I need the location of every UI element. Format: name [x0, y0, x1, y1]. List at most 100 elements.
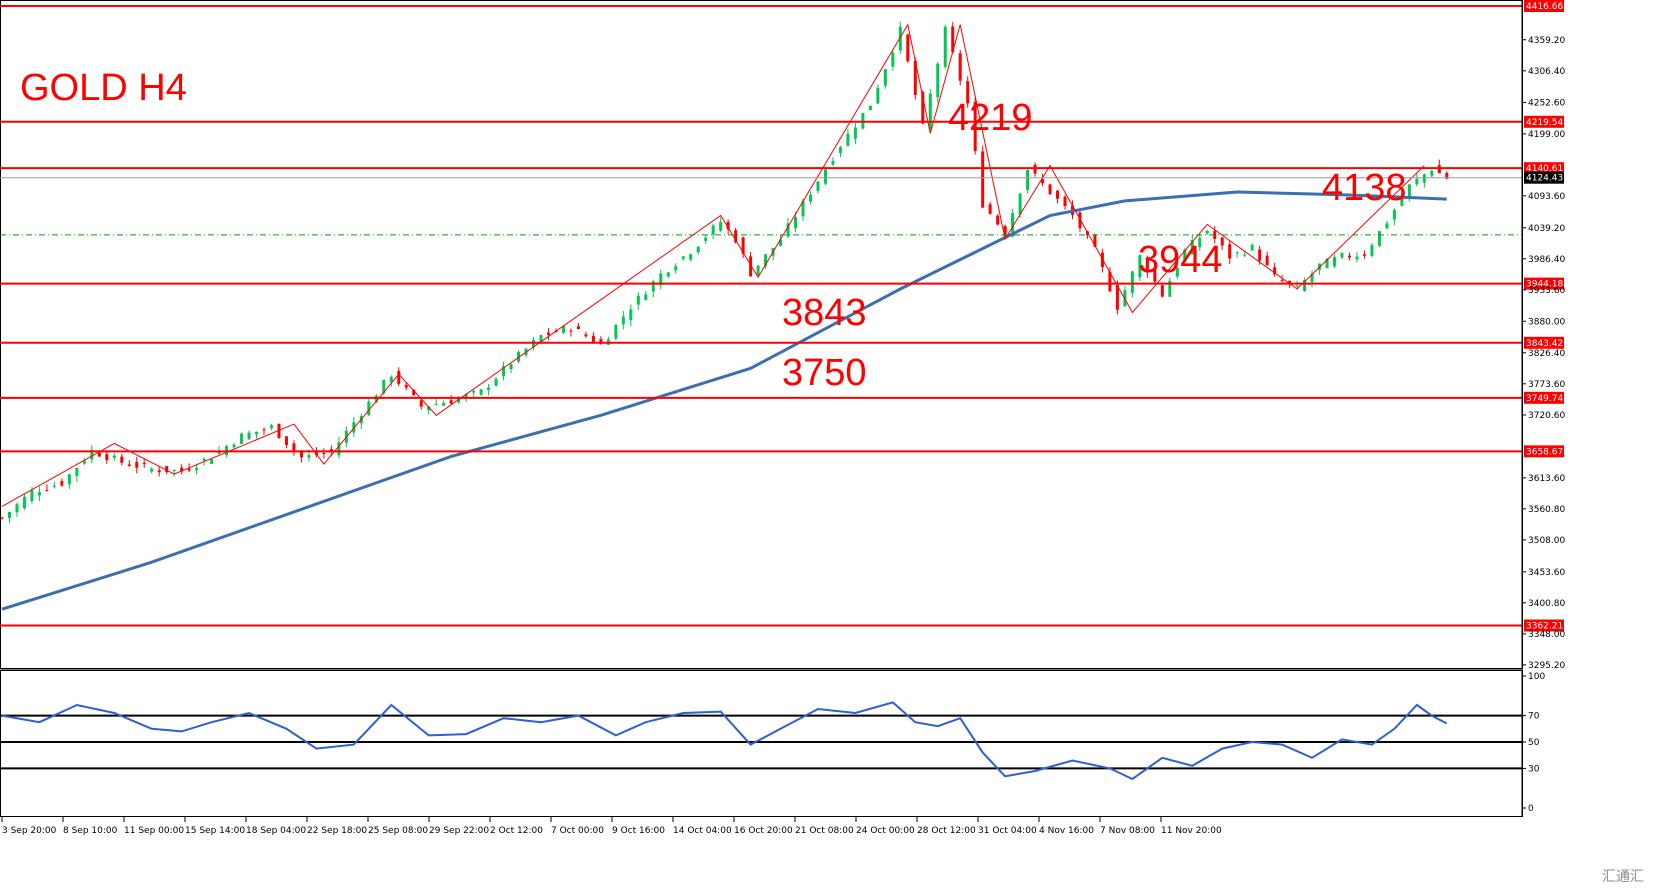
horizontal-levels-layer: 4416.66 4219.54 4140.61 3944.18 3843.42 3749.…: [0, 0, 1564, 632]
candle-body: [165, 466, 169, 473]
candle-body: [142, 462, 146, 465]
annotation-3750: 3750: [782, 352, 867, 394]
moving-average-line: [1, 190, 1447, 611]
rsi-panel: [0, 670, 1523, 817]
rsi-panel-frame: [0, 670, 1523, 817]
annotation-4219: 4219: [948, 97, 1033, 139]
price-tick-label: 4039.20: [1528, 224, 1565, 234]
annotations-layer: 4219 4138 3944 3843 3750: [782, 97, 1407, 394]
candle-body: [906, 34, 910, 62]
level-tag: [1524, 162, 1564, 175]
candle-body: [0, 517, 4, 519]
candle-body: [1145, 258, 1149, 273]
rsi-line: [1, 701, 1448, 781]
candle-body: [614, 324, 618, 339]
level-tag-label: 4416.66: [1526, 2, 1563, 12]
candle-body: [711, 225, 715, 235]
candle-body: [936, 63, 940, 98]
watermark: 汇通汇: [1602, 869, 1644, 885]
axes-layer: 4359.20 4306.40 4252.60 4199.00 4093.60 4039.…: [1, 0, 1565, 836]
candle-body: [7, 511, 11, 519]
candle-body: [1205, 230, 1209, 234]
candle-body: [1175, 267, 1179, 277]
candle-body: [981, 151, 985, 208]
candle-body: [210, 459, 214, 464]
candle-body: [576, 326, 580, 329]
price-tick-label: 3933.60: [1528, 286, 1565, 296]
candle-body: [284, 436, 288, 445]
candle-body: [472, 390, 476, 393]
candle-body: [427, 406, 431, 411]
level-tag-label: 3658.67: [1526, 447, 1563, 457]
candle-body: [1183, 249, 1187, 263]
candle-body: [1303, 280, 1307, 292]
x-tick-label: 28 Oct 12:00: [917, 826, 976, 836]
level-tag-label: 4219.54: [1526, 118, 1563, 128]
candle-body: [883, 69, 887, 86]
candle-body: [898, 26, 902, 51]
candle-body: [1138, 255, 1142, 278]
candle-body: [584, 334, 588, 337]
candle-body: [966, 81, 970, 104]
price-tick-label: 3773.60: [1528, 380, 1565, 390]
candle-body: [135, 461, 139, 468]
candle-body: [666, 272, 670, 277]
candle-body: [1250, 244, 1254, 251]
candle-body: [352, 422, 356, 433]
candle-body: [951, 26, 955, 53]
rsi-tick-label: 0: [1528, 804, 1534, 814]
price-tick-label: 3508.00: [1528, 536, 1565, 546]
candle-body: [629, 309, 633, 321]
candle-body: [307, 454, 311, 458]
candle-body: [838, 147, 842, 154]
candle-body: [756, 265, 760, 275]
candle-body: [913, 60, 917, 96]
candle-body: [45, 489, 49, 491]
candle-body: [1168, 281, 1172, 297]
price-tick-label: 3826.40: [1528, 349, 1565, 359]
level-tag: [1524, 445, 1564, 458]
price-tick-label: 4093.60: [1528, 192, 1565, 202]
candle-body: [644, 294, 648, 301]
candle-body: [180, 467, 184, 472]
moving-average-layer: [1, 190, 1447, 611]
x-tick-label: 4 Nov 16:00: [1039, 826, 1094, 836]
candle-body: [996, 215, 1000, 225]
candle-body: [487, 387, 491, 390]
level-tag: [1524, 391, 1564, 404]
price-tick-label: 3348.00: [1528, 630, 1565, 640]
price-tick-label: 3560.80: [1528, 505, 1565, 515]
x-tick-label: 16 Oct 20:00: [734, 826, 793, 836]
candle-body: [299, 450, 303, 458]
candle-body: [958, 53, 962, 81]
candle-body: [412, 389, 416, 396]
candle-body: [67, 474, 71, 485]
candle-body: [921, 91, 925, 124]
candle-body: [1377, 231, 1381, 246]
candle-body: [868, 105, 872, 111]
price-tick-label: 4306.40: [1528, 67, 1565, 77]
level-tag: [1524, 336, 1564, 349]
x-tick-label: 18 Sep 04:00: [246, 826, 306, 836]
level-tag: [1524, 277, 1564, 290]
candle-body: [1355, 256, 1359, 260]
candle-body: [464, 394, 468, 399]
candle-body: [1160, 285, 1164, 297]
candle-body: [277, 423, 281, 439]
candle-body: [1392, 209, 1396, 220]
price-tick-label: 3453.60: [1528, 568, 1565, 578]
x-tick-label: 22 Sep 18:00: [307, 826, 367, 836]
candle-body: [150, 468, 154, 472]
level-tag: [1524, 619, 1564, 632]
candle-body: [1003, 226, 1007, 237]
candle-body: [217, 450, 221, 454]
candle-body: [1108, 271, 1112, 292]
annotation-3944: 3944: [1138, 239, 1223, 281]
candle-body: [816, 181, 820, 191]
x-tick-label: 24 Oct 00:00: [856, 826, 915, 836]
candle-body: [1400, 198, 1404, 206]
candle-body: [22, 496, 26, 509]
x-tick-label: 31 Oct 04:00: [978, 826, 1037, 836]
candle-body: [1048, 184, 1052, 195]
x-tick-label: 29 Sep 22:00: [429, 826, 489, 836]
